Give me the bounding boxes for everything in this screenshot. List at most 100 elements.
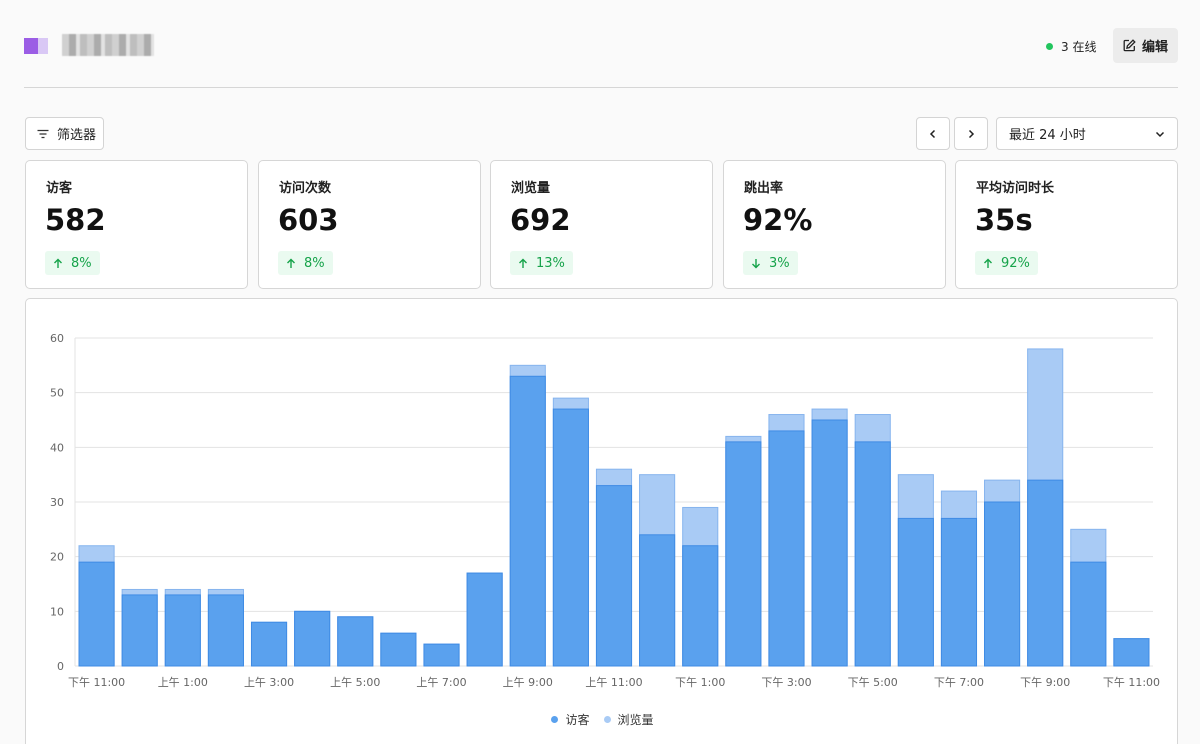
x-tick-label: 下午 9:00 <box>1020 676 1070 689</box>
stat-label: 浏览量 <box>511 181 551 196</box>
edit-button[interactable]: 编辑 <box>1113 28 1178 63</box>
bar-visitors[interactable] <box>1027 479 1064 667</box>
online-indicator[interactable]: 3 在线 <box>1046 38 1096 55</box>
stat-change-value: 13% <box>536 255 565 271</box>
bar-visitors[interactable] <box>854 441 891 667</box>
bar-visitors[interactable] <box>639 534 676 667</box>
stat-card-bounce-rate[interactable]: 跳出率 92% 3% <box>723 160 946 289</box>
bar-visitors[interactable] <box>164 594 201 667</box>
bar-visitors[interactable] <box>682 545 719 667</box>
stat-change-badge: 3% <box>743 251 798 275</box>
stat-change-badge: 92% <box>975 251 1038 275</box>
stat-card-avg-duration[interactable]: 平均访问时长 35s 92% <box>955 160 1178 289</box>
bar-visitors[interactable] <box>725 441 762 667</box>
y-tick-label: 50 <box>50 387 64 400</box>
stat-label: 平均访问时长 <box>976 181 1055 196</box>
bar-visitors[interactable] <box>423 643 460 667</box>
bar-visitors[interactable] <box>294 610 331 667</box>
stat-label: 访问次数 <box>279 181 332 196</box>
y-tick-label: 60 <box>50 332 64 345</box>
online-dot-icon <box>1046 43 1053 50</box>
x-tick-label: 上午 7:00 <box>416 676 466 689</box>
bar-visitors[interactable] <box>250 621 288 667</box>
x-tick-label: 下午 7:00 <box>934 676 984 689</box>
bar-visitors[interactable] <box>337 616 374 667</box>
arrow-up-icon <box>984 258 992 268</box>
site-name-redacted <box>62 34 154 56</box>
x-tick-label: 下午 11:00 <box>1103 676 1160 689</box>
filter-button[interactable]: 筛选器 <box>25 117 104 150</box>
bar-visitors[interactable] <box>897 517 934 667</box>
y-tick-label: 10 <box>50 605 64 618</box>
arrow-up-icon <box>519 258 527 268</box>
date-range-value: 最近 24 小时 <box>1009 128 1086 143</box>
x-tick-label: 下午 3:00 <box>761 676 811 689</box>
stat-change-value: 3% <box>769 255 790 271</box>
chart-legend: 访客 浏览量 <box>26 711 1179 728</box>
bar-visitors[interactable] <box>207 594 244 667</box>
bar-visitors[interactable] <box>984 501 1021 667</box>
legend-swatch-visitors <box>551 716 559 723</box>
top-header: 3 在线 编辑 <box>0 0 1200 88</box>
legend-item-pageviews[interactable]: 浏览量 <box>603 711 654 728</box>
traffic-bar-chart[interactable]: 0 10 20 30 40 50 60 下午 11:00 上午 1:00 上午 3:00 上午 5:… <box>26 299 1179 699</box>
x-tick-label: 上午 5:00 <box>330 676 380 689</box>
x-tick-label: 下午 11:00 <box>68 676 125 689</box>
filter-label: 筛选器 <box>57 127 97 142</box>
bar-visitors[interactable] <box>121 594 158 667</box>
stat-change-value: 92% <box>1001 255 1030 271</box>
online-count: 3 在线 <box>1061 40 1097 54</box>
chevron-right-icon <box>968 129 975 138</box>
stat-value: 92% <box>743 203 813 237</box>
site-logo[interactable] <box>24 38 48 54</box>
edit-icon <box>1123 39 1136 52</box>
arrow-down-icon <box>752 258 760 268</box>
stat-card-visits[interactable]: 访问次数 603 8% <box>258 160 481 289</box>
chevron-down-icon <box>1155 131 1165 137</box>
bar-visitors[interactable] <box>78 561 115 667</box>
x-tick-label: 下午 1:00 <box>675 676 725 689</box>
stat-change-badge: 8% <box>45 251 100 275</box>
stat-card-visitors[interactable]: 访客 582 8% <box>25 160 248 289</box>
stat-change-badge: 8% <box>278 251 333 275</box>
header-divider <box>24 87 1178 88</box>
filter-icon <box>37 129 49 138</box>
y-tick-label: 0 <box>57 660 64 673</box>
bar-visitors[interactable] <box>940 517 978 667</box>
stat-value: 582 <box>45 203 106 237</box>
x-tick-label: 下午 5:00 <box>848 676 898 689</box>
arrow-up-icon <box>54 258 62 268</box>
y-tick-label: 40 <box>50 441 64 454</box>
legend-item-visitors[interactable]: 访客 <box>551 711 590 728</box>
next-period-button[interactable] <box>954 117 988 150</box>
bar-visitors[interactable] <box>509 375 546 667</box>
arrow-up-icon <box>287 258 295 268</box>
stat-value: 692 <box>510 203 571 237</box>
stat-change-badge: 13% <box>510 251 573 275</box>
bar-visitors[interactable] <box>1113 638 1150 667</box>
y-tick-label: 20 <box>50 551 64 564</box>
x-tick-label: 上午 11:00 <box>585 676 642 689</box>
stat-value: 35s <box>975 203 1033 237</box>
stat-label: 访客 <box>46 181 73 196</box>
date-range-select[interactable]: 最近 24 小时 <box>996 117 1178 150</box>
x-tick-label: 上午 9:00 <box>503 676 553 689</box>
stat-card-pageviews[interactable]: 浏览量 692 13% <box>490 160 713 289</box>
x-tick-label: 上午 3:00 <box>244 676 294 689</box>
legend-label: 浏览量 <box>617 713 654 727</box>
legend-label: 访客 <box>565 713 590 727</box>
chevron-left-icon <box>929 129 936 138</box>
bar-visitors[interactable] <box>595 485 633 667</box>
bar-visitors[interactable] <box>552 408 589 667</box>
bar-visitors[interactable] <box>380 632 417 667</box>
stat-change-value: 8% <box>71 255 92 271</box>
bar-visitors[interactable] <box>466 572 503 667</box>
y-tick-label: 30 <box>50 496 64 509</box>
traffic-chart-card: 0 10 20 30 40 50 60 下午 11:00 上午 1:00 上午 3:00 上午 5:… <box>25 298 1178 744</box>
legend-swatch-pageviews <box>603 716 611 723</box>
bar-visitors[interactable] <box>811 419 848 667</box>
stat-value: 603 <box>278 203 339 237</box>
bar-visitors[interactable] <box>768 430 805 667</box>
previous-period-button[interactable] <box>916 117 950 150</box>
bar-visitors[interactable] <box>1070 561 1107 667</box>
